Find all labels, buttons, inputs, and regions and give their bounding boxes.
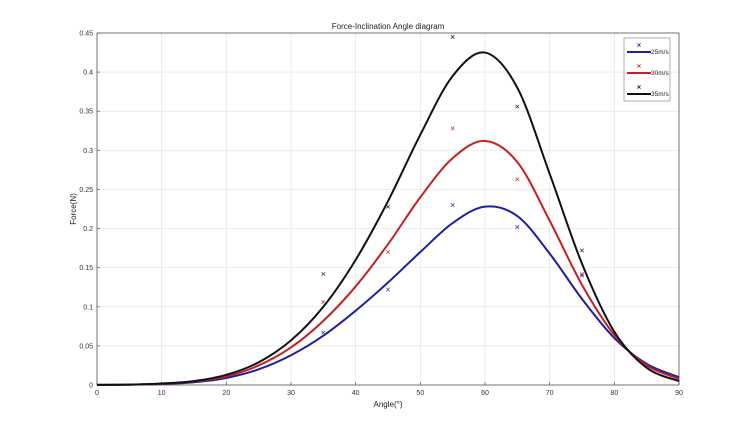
- x-tick-label: 30: [287, 390, 295, 397]
- data-point-marker: [579, 273, 585, 278]
- y-tick-label: 0.45: [79, 31, 93, 38]
- x-tick-label: 40: [352, 390, 360, 397]
- data-point-marker: [321, 300, 326, 305]
- y-tick-label: 0.3: [83, 148, 93, 155]
- legend: 25m/s 30m/s 35m/s: [623, 37, 671, 102]
- y-tick-label: 0.35: [79, 109, 93, 116]
- y-tick-label: 0.1: [83, 304, 93, 311]
- data-point-marker: [385, 204, 391, 209]
- x-tick-label: 50: [416, 390, 424, 397]
- data-point-marker: [515, 177, 520, 182]
- plot-frame: [96, 32, 680, 386]
- x-tick-label: 20: [222, 390, 230, 397]
- y-axis-label: Force(N): [69, 193, 78, 225]
- y-tick-label: 0.25: [79, 187, 93, 194]
- legend-box: [623, 37, 671, 102]
- data-point-marker: [321, 330, 326, 335]
- data-point-marker: [450, 126, 455, 131]
- legend-marker-2: [637, 85, 641, 89]
- y-tick-label: 0.2: [83, 226, 93, 233]
- x-tick-label: 0: [95, 390, 99, 397]
- legend-label-2: 35m/s: [651, 91, 669, 98]
- y-axis-ticks: 0 0.05 0.1 0.15 0.2 0.25 0.3 0.35 0.4 0.45: [79, 31, 100, 390]
- legend-marker-0: [637, 43, 641, 47]
- data-points: [321, 34, 585, 335]
- x-tick-label: 70: [546, 390, 554, 397]
- x-tick-label: 60: [481, 390, 489, 397]
- fit-curves: [96, 51, 680, 386]
- x-tick-label: 90: [675, 390, 683, 397]
- data-point-marker: [450, 34, 455, 39]
- y-tick-label: 0.05: [79, 343, 93, 350]
- y-tick-label: 0: [89, 383, 93, 390]
- legend-label-0: 25m/s: [651, 49, 669, 56]
- legend-label-1: 30m/s: [651, 70, 669, 77]
- data-point-marker: [321, 271, 326, 277]
- x-tick-label: 80: [610, 390, 618, 397]
- data-point-marker: [515, 224, 520, 230]
- data-point-marker: [515, 104, 520, 109]
- data-point-marker: [450, 203, 455, 208]
- y-tick-label: 0.15: [79, 265, 93, 272]
- legend-marker-1: [637, 64, 641, 68]
- plot-area: [97, 33, 679, 385]
- data-point-marker: [579, 248, 585, 253]
- y-tick-label: 0.4: [83, 70, 93, 77]
- fit-curve-2: [96, 51, 680, 386]
- data-point-marker: [385, 287, 391, 292]
- chart-title: Force-Inclination Angle diagram: [332, 22, 445, 31]
- x-tick-label: 10: [158, 390, 166, 397]
- x-axis-label: Angle(°): [374, 400, 403, 409]
- data-point-marker: [579, 271, 585, 277]
- data-point-marker: [385, 249, 391, 255]
